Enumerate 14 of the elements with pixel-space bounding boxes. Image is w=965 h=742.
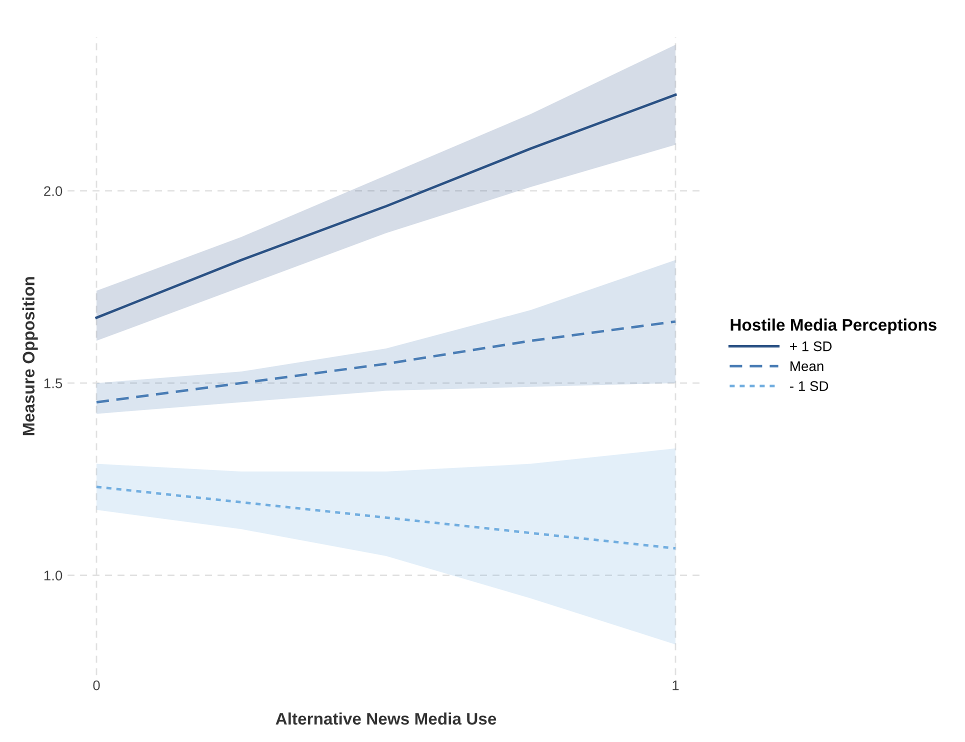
legend-label: + 1 SD — [790, 341, 832, 352]
x-tick-label: 0 — [93, 680, 100, 690]
line-series — [95, 94, 677, 319]
y-tick-label: 1.0 — [44, 570, 62, 580]
y-axis-title: Measure Opposition — [22, 277, 38, 436]
y-tick-label: 2.0 — [44, 186, 62, 196]
legend-title: Hostile Media Perceptions — [730, 318, 936, 334]
legend-label: - 1 SD — [790, 381, 828, 392]
legend-label: Mean — [790, 361, 824, 372]
x-axis-title: Alternative News Media Use — [276, 712, 496, 725]
y-tick-label: 1.5 — [44, 378, 62, 388]
line-series — [95, 486, 677, 550]
line-series — [95, 320, 677, 404]
x-tick-label: 1 — [672, 680, 679, 690]
